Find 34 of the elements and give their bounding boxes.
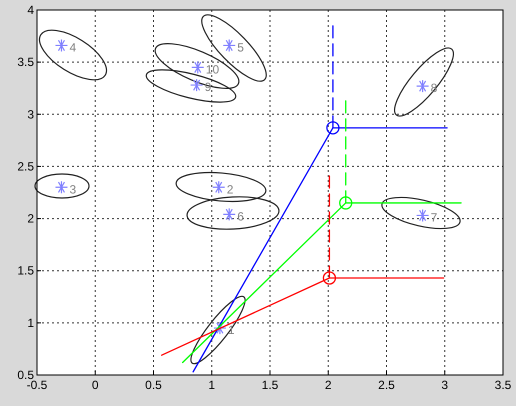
point [322,271,336,285]
annotation: 5 [237,40,244,54]
point [339,196,352,210]
annotation: 10 [206,62,220,76]
y-tick-label: 4 [27,3,34,17]
point [213,321,227,335]
x-tick-label: 3 [441,378,448,392]
point [191,60,204,74]
x-tick-label: 1.5 [262,378,279,392]
point [416,208,430,222]
y-tick-label: 2 [27,212,34,226]
point [190,78,204,92]
annotation: 2 [226,182,234,196]
y-tick-label: 1.5 [17,264,34,278]
y-tick-label: 3.5 [17,55,34,70]
y-tick-label: 2.5 [17,159,34,174]
point [416,80,430,93]
point [212,180,226,194]
point [222,38,236,52]
point [222,208,236,221]
x-tick-label: 0 [92,378,99,392]
x-tick-label: 2 [324,378,332,392]
annotation: 3 [69,182,76,196]
x-tick-label: 2.5 [378,378,396,392]
annotation: 6 [237,209,244,224]
annotation: 7 [430,210,438,224]
x-tick-label: 3.5 [494,378,512,392]
point [326,121,340,134]
x-tick-label: 0.5 [145,378,162,392]
x-tick-label: 1 [208,378,216,392]
annotation: 4 [69,40,76,54]
point [54,38,68,52]
y-tick-label: 3 [27,107,34,122]
y-tick-label: 1 [27,316,34,330]
